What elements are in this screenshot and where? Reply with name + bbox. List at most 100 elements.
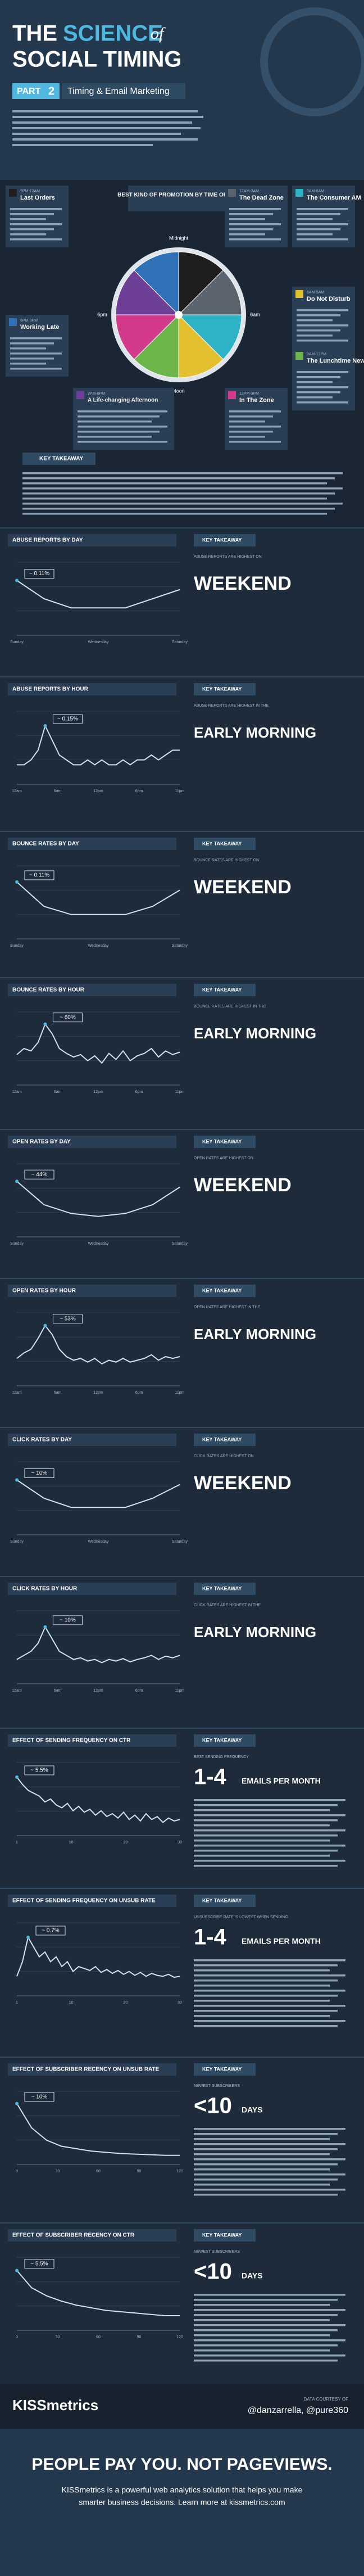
pie-center <box>175 311 183 319</box>
section-title-bg <box>8 2063 176 2076</box>
section-title: OPEN RATES BY DAY <box>12 1139 71 1145</box>
tile-icon <box>228 391 236 399</box>
takeaway-badge <box>194 534 256 546</box>
section-divider <box>0 1129 364 1130</box>
x-label: 10 <box>69 2001 74 2005</box>
takeaway-label: KEY TAKEAWAY <box>202 1436 242 1442</box>
tile-name: The Dead Zone <box>239 195 284 201</box>
text-placeholder <box>229 233 265 236</box>
takeaway-badge <box>194 2229 256 2241</box>
text-placeholder <box>78 431 160 433</box>
x-label: 11pm <box>175 1391 185 1395</box>
text-placeholder <box>229 213 273 215</box>
x-label: 6pm <box>135 1090 143 1094</box>
text-placeholder <box>194 1840 330 1842</box>
text-placeholder <box>10 342 54 345</box>
tile-icon <box>9 189 17 197</box>
section-title: ABUSE REPORTS BY DAY <box>12 537 83 544</box>
x-label: 6am <box>54 1391 62 1395</box>
text-placeholder <box>10 352 62 355</box>
text-placeholder <box>194 2334 330 2337</box>
text-placeholder <box>194 2020 345 2022</box>
text-placeholder <box>194 1974 345 1977</box>
text-placeholder <box>10 228 54 231</box>
takeaway-label: KEY TAKEAWAY <box>39 456 83 462</box>
takeaway-note: OPEN RATES ARE HIGHEST IN THE <box>194 1305 261 1309</box>
part-title-bg <box>62 83 185 99</box>
tile-time: 12AM-3AM <box>239 189 259 193</box>
x-label: 10 <box>69 1841 74 1845</box>
takeaway-badge <box>194 984 256 996</box>
x-label: 12pm <box>93 1689 103 1693</box>
text-placeholder <box>194 1855 330 1857</box>
text-placeholder <box>194 2319 330 2321</box>
line-series <box>16 580 180 609</box>
text-placeholder <box>22 492 335 495</box>
section-divider <box>0 1728 364 1729</box>
takeaway-note: ABUSE REPORTS ARE HIGHEST IN THE <box>194 704 269 708</box>
x-label: Wednesday <box>88 1242 109 1246</box>
text-placeholder <box>194 2339 345 2342</box>
tile-name: Do Not Disturb <box>307 296 351 302</box>
text-placeholder <box>194 2025 338 2027</box>
part-label: PART <box>17 87 41 96</box>
section-divider <box>0 1888 364 1889</box>
text-placeholder <box>194 2143 345 2145</box>
section-divider <box>0 1427 364 1428</box>
text-placeholder <box>194 2329 338 2331</box>
pie-slice <box>178 270 242 315</box>
text-placeholder <box>194 2148 338 2150</box>
annotation: ~ 0.7% <box>42 1928 60 1934</box>
section-divider <box>0 2057 364 2058</box>
takeaway-headline-sub: DAYS <box>242 2105 263 2114</box>
chart-sections: ABUSE REPORTS BY DAY ~ 0.11% Sunday Wednesd… <box>0 527 364 2362</box>
section-title: ABUSE REPORTS BY HOUR <box>12 686 89 693</box>
section-title-bg <box>8 2229 176 2241</box>
text-placeholder <box>229 441 281 443</box>
text-placeholder <box>194 2309 345 2311</box>
x-label: 11pm <box>175 1689 185 1693</box>
text-placeholder <box>78 426 167 428</box>
text-placeholder <box>194 2189 345 2191</box>
takeaway-headline: EARLY MORNING <box>194 1624 316 1640</box>
section-title: BOUNCE RATES BY HOUR <box>12 987 85 993</box>
peak-point <box>15 1179 19 1183</box>
takeaway-headline: WEEKEND <box>194 876 292 898</box>
tile-time: 9PM-12AM <box>20 189 40 193</box>
text-placeholder <box>194 2163 338 2166</box>
text-placeholder <box>194 1814 345 1816</box>
section-title: EFFECT OF SENDING FREQUENCY ON UNSUB RAT… <box>12 1898 156 1904</box>
text-placeholder <box>194 2128 345 2130</box>
text-placeholder <box>194 1809 330 1811</box>
section-title: OPEN RATES BY HOUR <box>12 1288 76 1294</box>
text-placeholder <box>297 335 333 337</box>
annotation-bg <box>52 1013 83 1023</box>
text-placeholder <box>78 415 160 418</box>
x-label: 120 <box>176 2170 183 2173</box>
text-placeholder <box>194 2179 338 2181</box>
annotation: ~ 44% <box>31 1172 48 1178</box>
takeaway-badge <box>194 1583 256 1595</box>
section-title-bg <box>8 1136 176 1148</box>
tile-time: 3AM-6AM <box>307 189 324 193</box>
takeaway-badge <box>194 1734 256 1747</box>
text-placeholder <box>229 223 281 225</box>
pie-slice <box>115 314 180 360</box>
takeaway-headline-sub: DAYS <box>242 2271 263 2280</box>
takeaway-label: KEY TAKEAWAY <box>202 1585 242 1591</box>
text-placeholder <box>22 477 335 480</box>
line-series <box>16 1777 180 1823</box>
clock-label: 6am <box>250 311 260 317</box>
takeaway-note: OPEN RATES ARE HIGHEST ON <box>194 1156 253 1160</box>
x-label: 11pm <box>175 789 185 793</box>
text-placeholder <box>297 309 348 311</box>
x-label: Sunday <box>10 640 24 644</box>
x-label: Sunday <box>10 944 24 948</box>
takeaway-note: NEWEST SUBSCRIBERS <box>194 2084 240 2088</box>
takeaway-headline: WEEKEND <box>194 1174 292 1196</box>
takeaway-label: KEY TAKEAWAY <box>202 1897 242 1903</box>
x-label: 120 <box>176 2335 183 2339</box>
tile-icon <box>9 318 17 326</box>
x-label: Saturday <box>172 944 188 948</box>
